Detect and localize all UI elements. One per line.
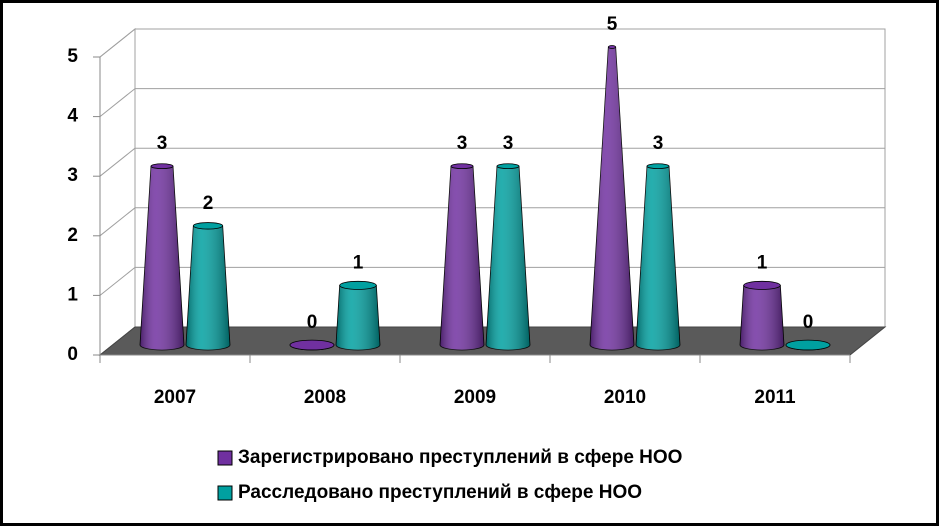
legend-label: Расследовано преступлений в сфере НОО (238, 482, 642, 503)
legend: Зарегистрировано преступлений в сфере НО… (217, 447, 682, 503)
bar-shade (336, 285, 380, 350)
bar-shade (590, 47, 634, 350)
legend-label: Зарегистрировано преступлений в сфере НО… (238, 447, 682, 468)
value-label: 1 (353, 252, 364, 273)
x-tick-label: 2008 (304, 387, 346, 408)
value-label: 3 (503, 133, 514, 154)
bar (485, 163, 531, 351)
bar-shade (186, 225, 230, 350)
value-label: 0 (307, 312, 318, 333)
bar (289, 339, 335, 351)
y-tick-label: 1 (67, 284, 78, 305)
grid-line-side (99, 267, 136, 296)
plot: 0 1 2 3 4 5 2007 2008 2009 2010 2011 3 0 3 5 1 2 1 3 3 0 (67, 14, 887, 408)
bar-shade (440, 166, 484, 350)
bar-top (785, 339, 831, 351)
y-tick-label: 0 (67, 344, 78, 365)
bar-top (289, 339, 335, 351)
bar-top (496, 163, 520, 170)
value-label: 0 (803, 312, 814, 333)
bar (185, 222, 231, 351)
legend-marker (217, 450, 233, 466)
value-label: 2 (203, 193, 214, 214)
bar-shade (740, 285, 784, 350)
value-label: 3 (157, 133, 168, 154)
bar-shade (140, 166, 184, 350)
value-label: 5 (607, 14, 618, 35)
legend-marker (217, 485, 233, 501)
bar (335, 280, 381, 351)
x-tick-label: 2007 (154, 387, 196, 408)
bar-top (646, 163, 670, 170)
bar-top (339, 280, 377, 290)
y-tick-label: 5 (67, 46, 78, 67)
y-tick-label: 4 (67, 106, 78, 127)
bar-shade (636, 166, 680, 350)
bar (785, 339, 831, 351)
x-tick-label: 2009 (454, 387, 496, 408)
grid-line-side (99, 28, 136, 58)
grid-line-side (99, 147, 136, 177)
bar-top (450, 163, 474, 170)
bar-top (192, 222, 224, 230)
bar (739, 280, 785, 351)
y-tick-label: 2 (67, 225, 78, 246)
bar-top (743, 280, 781, 290)
y-tick-label: 3 (67, 165, 78, 186)
bar (589, 45, 635, 351)
bar-top (150, 163, 174, 170)
bar (139, 163, 185, 351)
value-label: 1 (757, 252, 768, 273)
x-tick-label: 2011 (754, 387, 796, 408)
x-tick-label: 2010 (604, 387, 646, 408)
bar-top (607, 45, 617, 49)
value-label: 3 (653, 133, 664, 154)
bar (635, 163, 681, 351)
bar-shade (486, 166, 530, 350)
grid-line-side (99, 207, 136, 237)
grid-line-side (99, 88, 136, 117)
bar (439, 163, 485, 351)
value-label: 3 (457, 133, 468, 154)
